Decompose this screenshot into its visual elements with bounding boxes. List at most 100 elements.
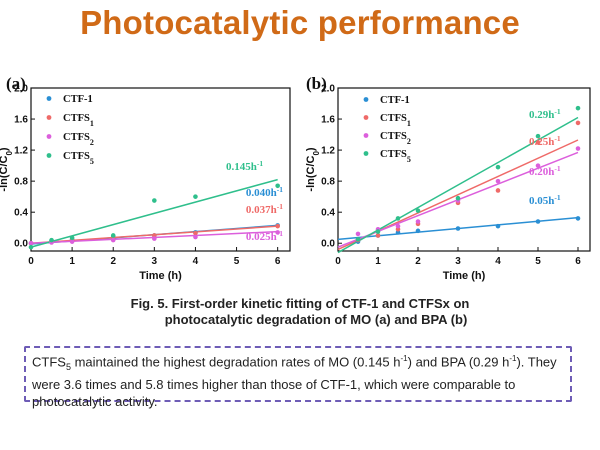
plot-frame — [337, 87, 591, 252]
y-tick-label: 1.6 — [14, 115, 28, 126]
note-ctfs: CTFS — [32, 354, 66, 370]
data-point-ctfs5 — [535, 133, 541, 139]
data-point-ctfs5 — [495, 164, 501, 170]
rate-label-ctf-1: 0.040h-1 — [246, 185, 283, 200]
data-point-ctfs2 — [415, 219, 421, 224]
data-point-ctfs5 — [455, 195, 461, 201]
x-tick-label: 3 — [152, 256, 158, 267]
data-point-ctfs2 — [575, 146, 581, 151]
caption-line-2: photocatalytic degradation of MO (a) and… — [164, 312, 468, 327]
data-point-ctfs1 — [575, 120, 581, 126]
note-text-1: maintained the highest degradation rates… — [70, 354, 401, 370]
note-text-2: ) and BPA (0.29 h — [407, 354, 510, 370]
y-tick-label: 1.6 — [321, 115, 335, 126]
legend-marker-ctf-1 — [46, 96, 52, 101]
data-point-ctfs5 — [69, 235, 75, 241]
legend-label-ctfs2: CTFS2 — [380, 131, 411, 146]
data-point-ctfs1 — [495, 188, 501, 193]
data-point-ctfs5 — [275, 183, 280, 189]
x-tick-label: 0 — [28, 256, 34, 267]
rate-label-ctfs5: 0.29h-1 — [529, 107, 561, 122]
note-ctfs-sub: 5 — [65, 361, 71, 372]
data-point-ctfs5 — [28, 244, 34, 250]
data-point-ctfs5 — [193, 194, 198, 199]
x-tick-label: 2 — [415, 256, 421, 267]
legend-marker-ctfs5 — [46, 153, 52, 158]
data-point-ctfs5 — [355, 237, 361, 242]
x-tick-label: 3 — [455, 256, 461, 267]
panel-label: (a) — [6, 74, 26, 93]
rate-label-ctfs5: 0.145h-1 — [226, 159, 263, 174]
data-point-ctf-1 — [575, 216, 581, 221]
y-tick-label: 0.8 — [14, 177, 28, 188]
x-tick-label: 1 — [375, 256, 381, 267]
legend-label-ctfs1: CTFS1 — [380, 113, 411, 128]
x-tick-label: 1 — [69, 256, 75, 267]
data-point-ctf-1 — [495, 223, 501, 229]
x-tick-label: 6 — [575, 256, 581, 267]
data-point-ctfs2 — [275, 230, 280, 235]
data-point-ctfs2 — [69, 239, 75, 244]
y-tick-label: 0.0 — [321, 239, 335, 250]
y-axis-title: -ln(C/C0) — [0, 147, 14, 192]
data-point-ctfs2 — [28, 240, 34, 246]
chart-a: (a) 0 1 2 3 4 5 6 0.0 0.4 0.8 1.2 1.6 2.0 Time (h) -ln(… — [0, 74, 291, 282]
data-point-ctf-1 — [535, 219, 541, 224]
data-point-ctfs5 — [152, 198, 157, 203]
data-point-ctfs2 — [152, 236, 157, 241]
rate-label-ctfs2: 0.025h-1 — [246, 229, 283, 244]
y-tick-label: 0.4 — [14, 208, 28, 219]
caption-line-1: Fig. 5. First-order kinetic fitting of C… — [130, 296, 470, 311]
legend-marker-ctfs2 — [46, 134, 52, 139]
data-point-ctfs5 — [49, 237, 54, 243]
data-point-ctfs2 — [355, 231, 361, 237]
data-point-ctfs2 — [495, 178, 501, 184]
data-point-ctfs2 — [535, 163, 541, 168]
data-point-ctfs5 — [110, 233, 116, 238]
page-title: Photocatalytic performance — [80, 4, 520, 41]
data-point-ctfs1 — [535, 140, 541, 145]
data-point-ctfs5 — [395, 216, 401, 221]
y-tick-label: 1.2 — [321, 146, 335, 157]
data-point-ctfs1 — [275, 223, 280, 229]
y-tick-label: 0.8 — [321, 177, 335, 188]
data-point-ctfs2 — [193, 234, 198, 240]
x-tick-label: 4 — [193, 256, 199, 267]
y-axis-title: -ln(C/C0) — [305, 147, 321, 192]
legend-label-ctfs5: CTFS5 — [63, 151, 94, 166]
legend-label-ctf-1: CTF-1 — [380, 95, 410, 106]
x-tick-label: 6 — [275, 256, 281, 267]
legend-marker-ctfs1 — [363, 115, 369, 120]
rate-label-ctfs1: 0.25h-1 — [529, 134, 561, 149]
y-tick-label: 0.0 — [14, 239, 28, 250]
y-tick-label: 2.0 — [14, 84, 28, 95]
legend-marker-ctfs1 — [46, 115, 52, 120]
rate-label-ctfs2: 0.20h-1 — [529, 164, 561, 179]
data-point-ctfs2 — [395, 223, 401, 229]
y-tick-label: 1.2 — [14, 146, 28, 157]
legend-marker-ctfs5 — [363, 151, 369, 156]
data-point-ctfs5 — [415, 208, 421, 213]
x-axis-title: Time (h) — [443, 270, 486, 282]
panel-label: (b) — [306, 74, 327, 93]
legend-label-ctfs5: CTFS5 — [380, 149, 411, 164]
data-point-ctf-1 — [455, 226, 461, 231]
y-tick-label: 2.0 — [321, 84, 335, 95]
x-tick-label: 5 — [234, 256, 240, 267]
data-point-ctfs5 — [575, 105, 581, 111]
plot-frame — [30, 87, 291, 252]
summary-note: CTFS5 maintained the highest degradation… — [24, 346, 572, 409]
rate-label-ctfs1: 0.037h-1 — [246, 202, 283, 217]
x-tick-label: 4 — [495, 256, 501, 267]
y-tick-label: 0.4 — [321, 208, 335, 219]
data-point-ctfs1 — [193, 230, 198, 236]
data-point-ctfs5 — [375, 229, 381, 234]
data-point-ctfs2 — [110, 237, 116, 243]
x-axis-title: Time (h) — [139, 270, 182, 282]
legend-marker-ctf-1 — [363, 97, 369, 102]
chart-b: (b) 0 1 2 3 4 5 6 0.0 0.4 0.8 1.2 1.6 2.0 Time (h) -ln(… — [305, 74, 591, 282]
x-tick-label: 2 — [110, 256, 116, 267]
data-point-ctfs1 — [375, 233, 381, 238]
legend-label-ctfs1: CTFS1 — [63, 113, 94, 128]
figure-caption: Fig. 5. First-order kinetic fitting of C… — [0, 296, 600, 328]
